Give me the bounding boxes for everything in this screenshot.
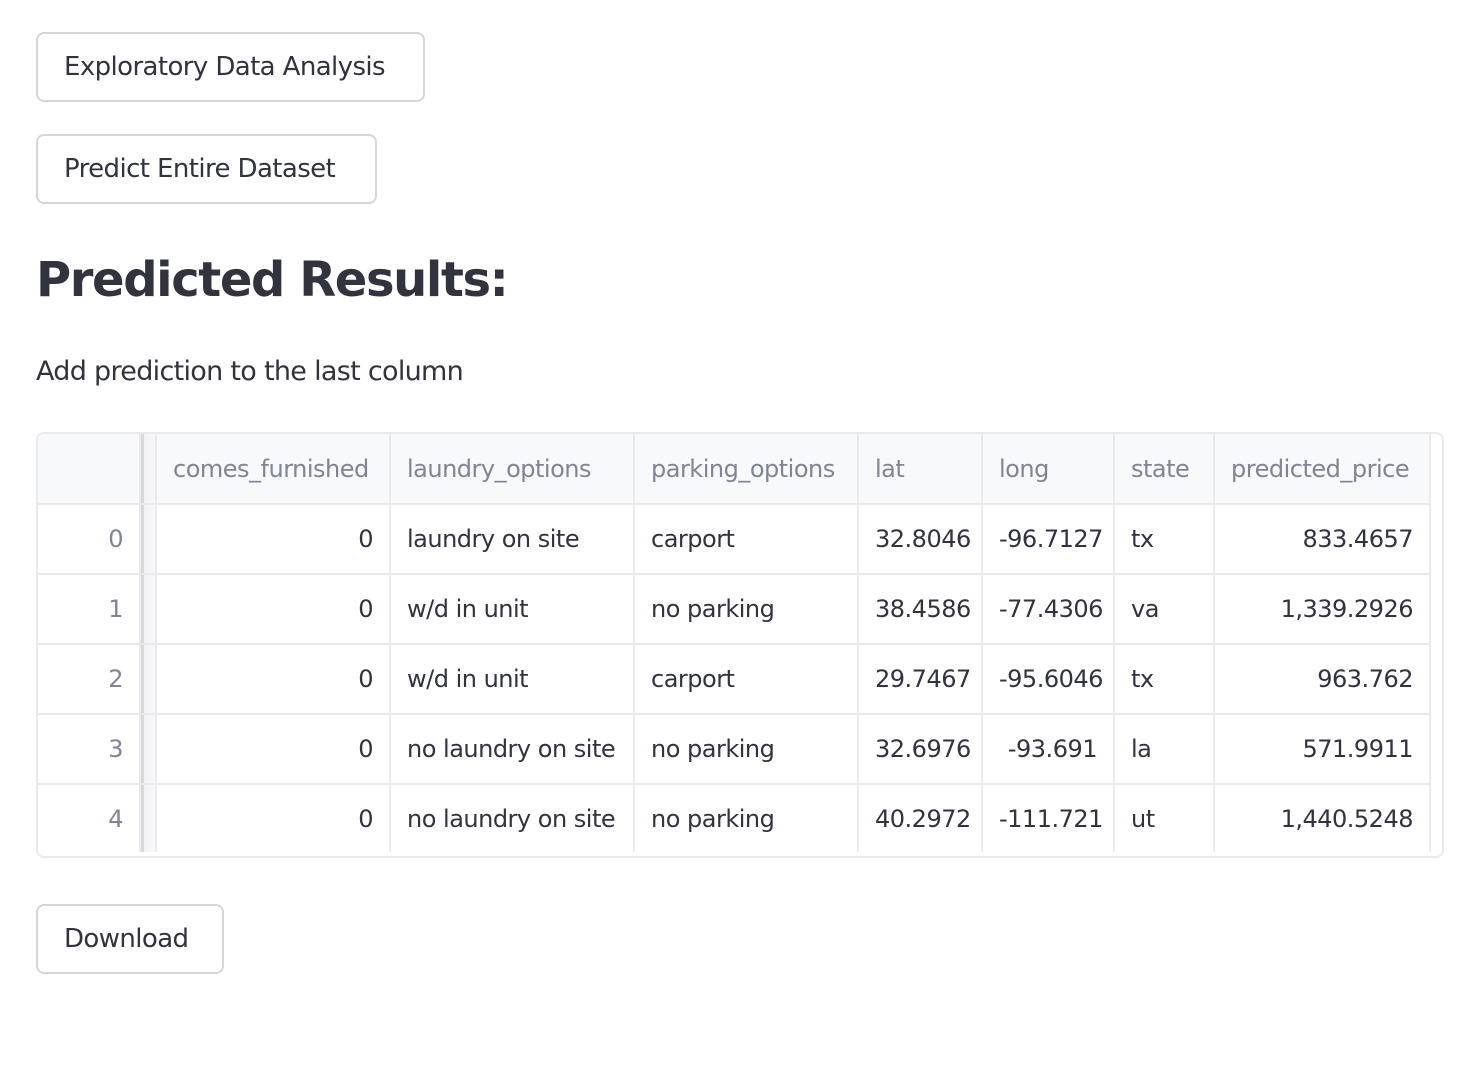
cell-predicted-price[interactable]: 963.762 [1214,644,1431,715]
cell-parking-options[interactable]: no parking [634,574,859,645]
index-divider [140,504,157,575]
cell-comes-furnished[interactable]: 0 [156,784,391,852]
column-header-laundry-options[interactable]: laundry_options [390,434,635,505]
cell-long[interactable]: -96.7127 [982,504,1115,575]
row-index: 1 [38,574,141,645]
row-index: 0 [38,504,141,575]
column-header-comes-furnished[interactable]: comes_furnished [156,434,391,505]
cell-long[interactable]: -93.691 [982,714,1115,785]
index-divider [140,574,157,645]
table-row: 3 0 no laundry on site no parking 32.697… [38,714,1431,785]
cell-state[interactable]: tx [1114,644,1215,715]
exploratory-data-analysis-button[interactable]: Exploratory Data Analysis [36,32,425,102]
index-header [38,434,141,505]
index-divider [140,784,157,852]
cell-lat[interactable]: 38.4586 [858,574,983,645]
results-dataframe[interactable]: comes_furnished laundry_options parking_… [36,432,1444,858]
cell-lat[interactable]: 29.7467 [858,644,983,715]
cell-predicted-price[interactable]: 1,440.5248 [1214,784,1431,852]
cell-laundry-options[interactable]: w/d in unit [390,574,635,645]
cell-laundry-options[interactable]: no laundry on site [390,714,635,785]
cell-predicted-price[interactable]: 1,339.2926 [1214,574,1431,645]
cell-parking-options[interactable]: carport [634,644,859,715]
table-row: 4 0 no laundry on site no parking 40.297… [38,784,1431,852]
cell-parking-options[interactable]: no parking [634,714,859,785]
cell-long[interactable]: -111.721 [982,784,1115,852]
cell-state[interactable]: va [1114,574,1215,645]
page-title: Predicted Results: [36,252,509,308]
results-description: Add prediction to the last column [36,356,464,387]
predict-entire-dataset-button[interactable]: Predict Entire Dataset [36,134,377,204]
row-index: 4 [38,784,141,852]
cell-predicted-price[interactable]: 571.9911 [1214,714,1431,785]
index-divider [140,434,157,505]
index-divider [140,644,157,715]
cell-parking-options[interactable]: carport [634,504,859,575]
row-index: 3 [38,714,141,785]
download-button[interactable]: Download [36,904,224,974]
table-row: 2 0 w/d in unit carport 29.7467 -95.6046… [38,644,1431,715]
table-row: 1 0 w/d in unit no parking 38.4586 -77.4… [38,574,1431,645]
cell-long[interactable]: -77.4306 [982,574,1115,645]
column-header-lat[interactable]: lat [858,434,983,505]
cell-lat[interactable]: 40.2972 [858,784,983,852]
table-header-row: comes_furnished laundry_options parking_… [38,434,1431,505]
cell-predicted-price[interactable]: 833.4657 [1214,504,1431,575]
cell-laundry-options[interactable]: w/d in unit [390,644,635,715]
cell-state[interactable]: ut [1114,784,1215,852]
cell-comes-furnished[interactable]: 0 [156,644,391,715]
cell-comes-furnished[interactable]: 0 [156,574,391,645]
column-header-long[interactable]: long [982,434,1115,505]
results-table: comes_furnished laundry_options parking_… [38,434,1431,852]
cell-laundry-options[interactable]: laundry on site [390,504,635,575]
index-divider [140,714,157,785]
cell-state[interactable]: tx [1114,504,1215,575]
cell-comes-furnished[interactable]: 0 [156,714,391,785]
cell-lat[interactable]: 32.6976 [858,714,983,785]
cell-lat[interactable]: 32.8046 [858,504,983,575]
cell-laundry-options[interactable]: no laundry on site [390,784,635,852]
row-index: 2 [38,644,141,715]
column-header-state[interactable]: state [1114,434,1215,505]
column-header-predicted-price[interactable]: predicted_price [1214,434,1431,505]
table-row: 0 0 laundry on site carport 32.8046 -96.… [38,504,1431,575]
column-header-parking-options[interactable]: parking_options [634,434,859,505]
cell-comes-furnished[interactable]: 0 [156,504,391,575]
cell-long[interactable]: -95.6046 [982,644,1115,715]
cell-parking-options[interactable]: no parking [634,784,859,852]
cell-state[interactable]: la [1114,714,1215,785]
